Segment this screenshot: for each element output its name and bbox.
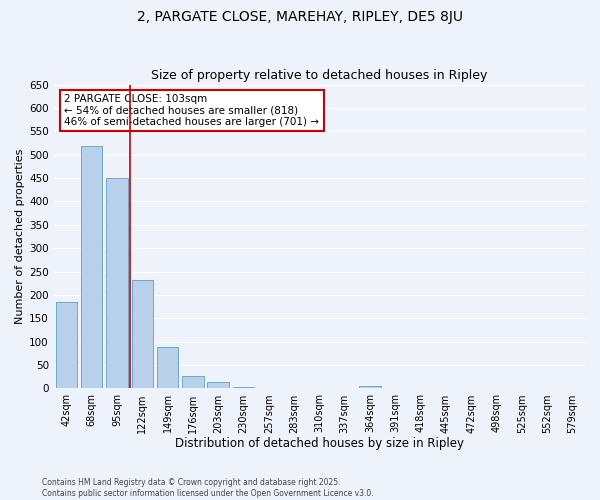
Bar (106, 178, 128, 388)
Y-axis label: Number of detached properties: Number of detached properties (15, 149, 25, 324)
Bar (233, 386, 254, 388)
Title: Size of property relative to detached houses in Ripley: Size of property relative to detached ho… (151, 69, 488, 82)
Bar (182, 376, 203, 388)
Text: Contains HM Land Registry data © Crown copyright and database right 2025.
Contai: Contains HM Land Registry data © Crown c… (42, 478, 374, 498)
X-axis label: Distribution of detached houses by size in Ripley: Distribution of detached houses by size … (175, 437, 464, 450)
Bar (157, 348, 178, 389)
Bar (359, 386, 381, 388)
Bar (56, 302, 77, 388)
Text: 2, PARGATE CLOSE, MAREHAY, RIPLEY, DE5 8JU: 2, PARGATE CLOSE, MAREHAY, RIPLEY, DE5 8… (137, 10, 463, 24)
Bar (131, 280, 153, 388)
Text: 2 PARGATE CLOSE: 103sqm
← 54% of detached houses are smaller (818)
46% of semi-d: 2 PARGATE CLOSE: 103sqm ← 54% of detache… (64, 94, 319, 127)
Bar (208, 382, 229, 388)
Bar (81, 146, 103, 388)
